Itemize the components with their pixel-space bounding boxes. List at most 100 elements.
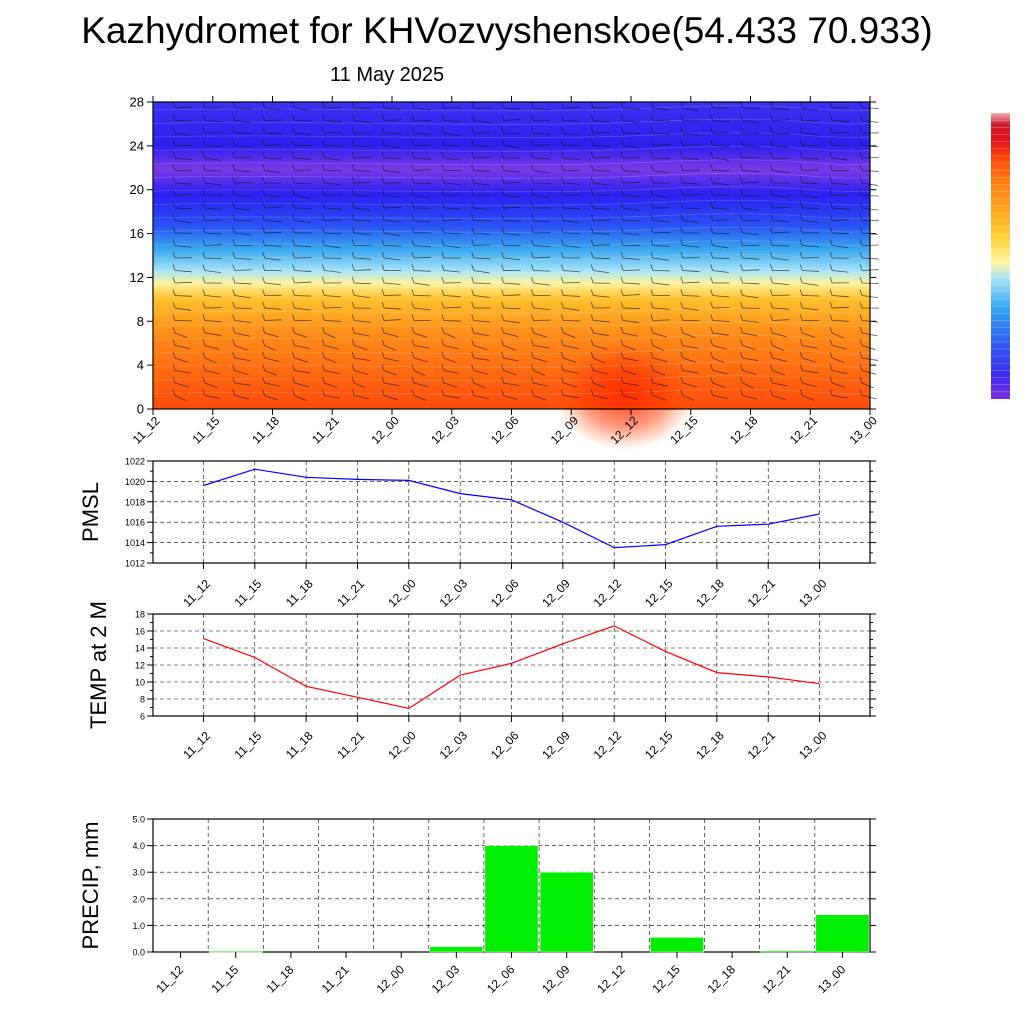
wind-barb: [324, 207, 342, 210]
wind-barb-flag: [710, 114, 714, 121]
heatmap-field: [153, 102, 870, 409]
y-tick-label: 3.0: [132, 868, 145, 878]
wind-barb: [503, 132, 521, 134]
wind-barb-flag: [471, 389, 475, 396]
wind-barb: [234, 382, 251, 386]
wind-barb: [563, 270, 580, 273]
wind-barb: [772, 370, 785, 376]
wind-barb: [294, 382, 309, 388]
wind-barb: [533, 220, 551, 223]
wind-barb-flag: [650, 339, 654, 346]
wind-barb-flag: [232, 301, 236, 309]
contour-line: [152, 132, 871, 139]
wind-barb: [384, 319, 401, 321]
wind-barb-flag: [531, 376, 534, 384]
wind-barb-flag: [620, 351, 624, 359]
wind-barb-flag: [292, 139, 295, 146]
wind-barb-flag: [232, 164, 236, 171]
wind-barb: [443, 295, 461, 298]
wind-barb-flag: [501, 251, 504, 259]
wind-barb-flag: [829, 314, 833, 321]
wind-barb-flag: [680, 201, 684, 209]
wind-barb-flag: [232, 289, 236, 296]
wind-barb-flag: [321, 376, 325, 384]
wind-barb-flag: [770, 176, 773, 184]
wind-barb: [593, 320, 610, 323]
wind-barb-flag: [740, 151, 743, 159]
wind-barb-flag: [292, 351, 295, 359]
wind-barb: [682, 207, 700, 209]
wind-barb-flag: [680, 139, 684, 146]
wind-barb: [712, 332, 729, 336]
wind-barb-flag: [411, 201, 415, 209]
wind-barb: [473, 156, 491, 159]
wind-barb-flag: [740, 351, 743, 359]
wind-barb: [443, 320, 461, 322]
wind-barb-flag: [770, 339, 773, 346]
wind-barb-flag: [859, 364, 863, 371]
wind-barb-flag: [680, 114, 684, 121]
contour-line: [152, 334, 871, 341]
wind-barb: [712, 370, 728, 375]
wind-barb: [652, 345, 665, 351]
wind-barb-flag: [351, 201, 355, 209]
wind-barb-flag: [501, 314, 504, 321]
wind-barb-flag: [590, 164, 594, 171]
wind-barb-flag: [531, 164, 534, 171]
wind-barb: [563, 120, 581, 122]
wind-barb: [174, 332, 188, 339]
wind-barb: [264, 157, 282, 159]
wind-barb: [174, 220, 192, 224]
wind-barb-flag: [829, 339, 833, 346]
wind-barb: [384, 220, 401, 222]
wind-barb-flag: [829, 101, 833, 109]
wind-barb: [742, 382, 754, 389]
wind-barb: [682, 107, 699, 111]
wind-barb-flag: [441, 214, 445, 221]
wind-barb-flag: [292, 289, 295, 296]
wind-barb: [413, 220, 431, 223]
wind-barb: [652, 357, 668, 362]
wind-barb: [563, 295, 581, 297]
wind-barb-flag: [441, 314, 445, 321]
wind-barb: [832, 232, 850, 235]
wind-barb-flag: [471, 376, 475, 384]
wind-barb: [204, 320, 222, 323]
wind-barb-flag: [471, 364, 475, 371]
wind-barb-flag: [351, 326, 355, 334]
wind-barb-flag: [799, 276, 803, 284]
wind-barb-flag: [740, 189, 743, 196]
wind-barb-flag: [829, 126, 833, 134]
wind-barb: [354, 232, 371, 236]
wind-barb-flag: [471, 301, 475, 309]
wind-barb: [174, 245, 192, 248]
wind-barb: [742, 345, 756, 351]
wind-barb: [832, 345, 847, 350]
wind-barb: [204, 270, 222, 273]
wind-barb-flag: [292, 264, 295, 271]
wind-barb-flag: [590, 301, 594, 309]
wind-barb-flag: [531, 264, 534, 271]
wind-barb-flag: [829, 176, 833, 184]
wind-barb-flag: [471, 114, 475, 121]
wind-barb: [682, 307, 699, 311]
wind-barb: [623, 282, 640, 285]
wind-barb-flag: [650, 251, 654, 259]
wind-barb: [264, 345, 277, 351]
wind-barb: [174, 207, 192, 210]
wind-barb-flag: [590, 376, 594, 384]
wind-barb-flag: [501, 164, 504, 171]
wind-barb: [354, 382, 366, 389]
wind-barb-flag: [292, 114, 295, 121]
wind-barb-flag: [441, 301, 445, 309]
wind-barb-flag: [471, 339, 475, 346]
wind-barb: [234, 269, 252, 271]
wind-barb-flag: [859, 164, 863, 171]
wind-barb-flag: [710, 364, 714, 371]
wind-barb: [802, 182, 820, 185]
wind-barb-flag: [560, 126, 564, 134]
wind-barb: [772, 231, 790, 234]
wind-barb: [443, 395, 460, 399]
wind-barb-flag: [590, 389, 594, 396]
precip-bar: [815, 914, 870, 953]
